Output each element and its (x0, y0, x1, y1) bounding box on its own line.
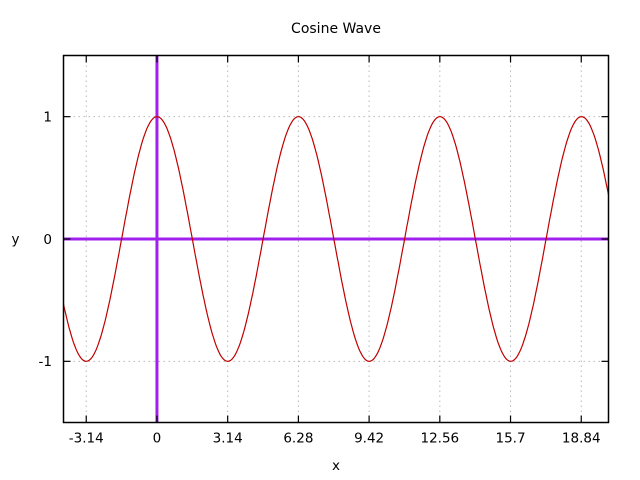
y-tick-label: 0 (43, 232, 52, 248)
zero-axes-layer (63, 55, 609, 423)
cosine-curve (62, 116, 610, 362)
x-tick-label: 9.42 (354, 431, 384, 447)
y-tick-label: 1 (43, 109, 52, 125)
y-axis-label: y (12, 232, 20, 248)
x-tick-label: 18.84 (562, 431, 601, 447)
chart-title: Cosine Wave (291, 21, 381, 37)
y-tick-label: -1 (39, 354, 52, 370)
x-tick-label: 12.56 (420, 431, 459, 447)
x-tick-label: 15.7 (496, 431, 526, 447)
x-tick-label: 3.14 (213, 431, 243, 447)
x-tick-label: 0 (153, 431, 162, 447)
tick-labels-layer: -3.14 0 3.14 6.28 9.42 12.56 15.7 18.84 -1 0 1 (39, 109, 601, 446)
frame-layer (62, 54, 610, 424)
x-tick-label: -3.14 (69, 431, 104, 447)
x-axis-label: x (332, 458, 340, 474)
x-tick-label: 6.28 (283, 431, 313, 447)
series-layer (62, 116, 610, 362)
